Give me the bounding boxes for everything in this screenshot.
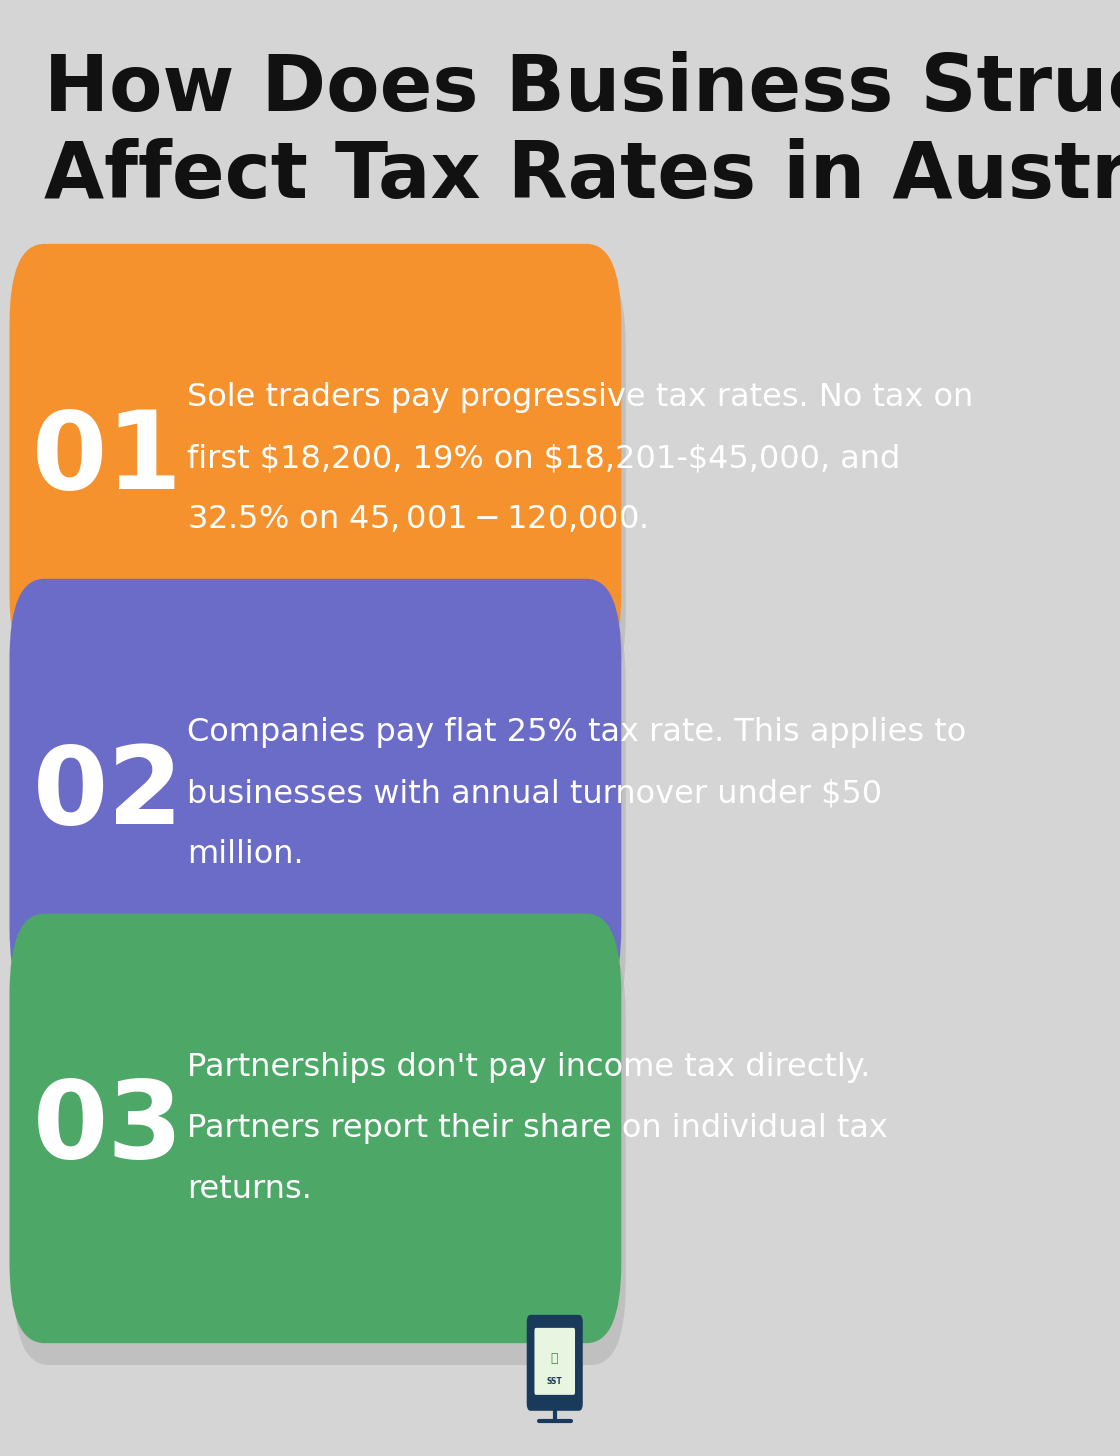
Text: Partners report their share on individual tax: Partners report their share on individua… [187, 1112, 888, 1144]
FancyBboxPatch shape [534, 1328, 575, 1395]
Text: 03: 03 [32, 1076, 184, 1181]
FancyBboxPatch shape [13, 600, 626, 1031]
Text: Partnerships don't pay income tax directly.: Partnerships don't pay income tax direct… [187, 1051, 870, 1083]
Text: 02: 02 [32, 741, 184, 846]
FancyBboxPatch shape [13, 266, 626, 695]
FancyBboxPatch shape [9, 243, 622, 673]
Text: Companies pay flat 25% tax rate. This applies to: Companies pay flat 25% tax rate. This ap… [187, 716, 967, 748]
Text: returns.: returns. [187, 1174, 311, 1206]
Text: Sole traders pay progressive tax rates. No tax on: Sole traders pay progressive tax rates. … [187, 381, 973, 414]
Text: businesses with annual turnover under $50: businesses with annual turnover under $5… [187, 778, 883, 810]
Text: first $18,200, 19% on $18,201-$45,000, and: first $18,200, 19% on $18,201-$45,000, a… [187, 443, 900, 475]
Text: SST: SST [547, 1377, 562, 1386]
Text: 32.5% on $45,001-$120,000.: 32.5% on $45,001-$120,000. [187, 504, 647, 536]
FancyBboxPatch shape [9, 914, 622, 1342]
Text: How Does Business Structure: How Does Business Structure [45, 51, 1120, 127]
Text: Affect Tax Rates in Australia?: Affect Tax Rates in Australia? [45, 138, 1120, 214]
FancyBboxPatch shape [529, 1316, 581, 1409]
Text: 🌿: 🌿 [550, 1353, 558, 1364]
FancyBboxPatch shape [13, 935, 626, 1366]
Text: 01: 01 [32, 406, 184, 511]
Text: million.: million. [187, 839, 304, 871]
FancyBboxPatch shape [9, 578, 622, 1008]
